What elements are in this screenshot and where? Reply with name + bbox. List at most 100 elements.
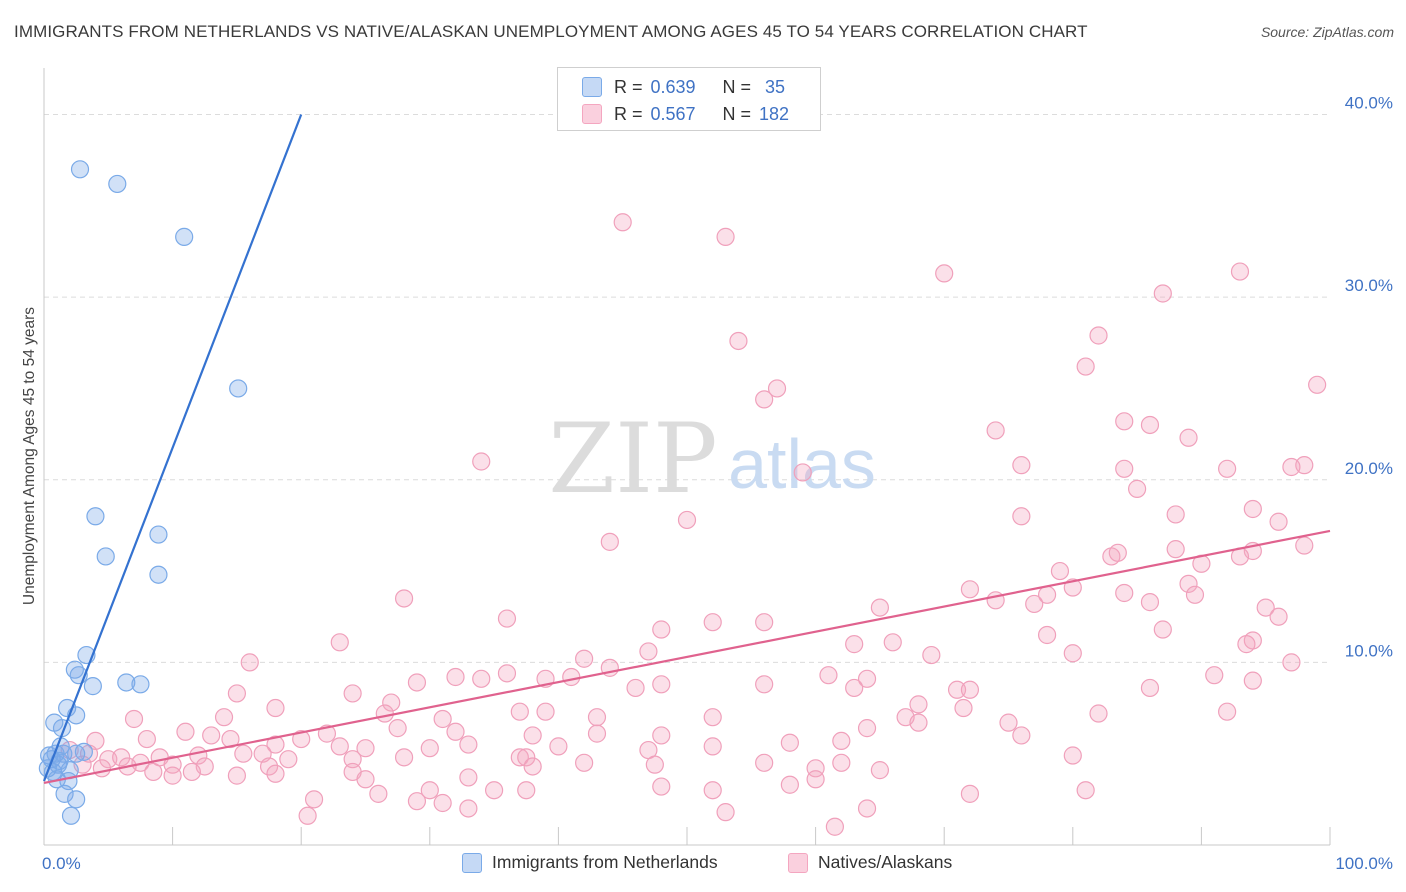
data-point-natives	[420, 739, 439, 758]
data-point-natives	[652, 777, 671, 796]
data-point-natives	[433, 709, 452, 729]
data-point-natives	[909, 695, 928, 714]
data-point-natives	[600, 532, 619, 551]
legend-r-label: R =	[614, 76, 643, 97]
data-point-natives	[510, 702, 529, 721]
legend-n-value: 182	[759, 103, 790, 124]
data-point-natives	[234, 744, 253, 763]
data-point-natives	[523, 726, 542, 745]
data-point-natives	[433, 793, 452, 813]
data-point-natives	[92, 759, 111, 778]
data-point-natives	[703, 781, 722, 800]
data-point-natives	[221, 729, 240, 749]
data-point-natives	[652, 675, 671, 694]
data-point-natives	[960, 784, 980, 803]
data-point-natives	[922, 645, 941, 665]
data-point-natives	[1218, 459, 1237, 478]
data-point-natives	[832, 731, 851, 751]
data-point-natives	[626, 678, 645, 698]
data-point-natives	[703, 737, 722, 756]
source-credit: Source: ZipAtlas.com	[1260, 24, 1394, 40]
legend-swatch-blue	[582, 77, 602, 97]
natives-alaskans-points	[60, 213, 1327, 836]
data-point-natives	[1243, 671, 1262, 690]
data-point-natives	[517, 781, 536, 800]
data-point-natives	[1140, 415, 1160, 435]
data-point-natives	[587, 708, 607, 727]
data-point-natives	[1127, 479, 1147, 498]
legend-label-natives: Natives/Alaskans	[818, 852, 953, 872]
data-point-natives	[497, 609, 517, 628]
data-point-natives	[214, 708, 234, 727]
data-point-netherlands	[117, 673, 136, 692]
data-point-natives	[639, 642, 658, 661]
data-point-natives	[1012, 507, 1031, 526]
data-point-natives	[330, 633, 349, 652]
data-point-natives	[870, 598, 890, 617]
data-point-natives	[497, 664, 517, 683]
data-point-natives	[1063, 644, 1082, 663]
legend-swatch-pink	[788, 852, 808, 873]
data-point-natives	[388, 719, 407, 738]
data-point-natives	[124, 709, 144, 729]
data-point-natives	[857, 669, 877, 688]
data-point-natives	[1205, 666, 1224, 685]
data-point-natives	[883, 633, 902, 652]
data-point-natives	[755, 675, 774, 694]
data-point-natives	[459, 799, 478, 818]
data-point-natives	[575, 753, 594, 772]
data-point-natives	[1050, 561, 1070, 581]
data-point-natives	[562, 667, 581, 687]
data-point-natives	[729, 331, 748, 351]
legend-item-netherlands: Immigrants from Netherlands	[462, 852, 718, 873]
data-point-netherlands	[61, 806, 81, 825]
data-point-netherlands	[96, 547, 115, 566]
data-point-natives	[1256, 598, 1275, 617]
data-point-natives	[652, 620, 671, 639]
data-point-natives	[909, 713, 928, 732]
data-point-natives	[1089, 326, 1108, 345]
data-point-natives	[825, 817, 844, 836]
data-point-natives	[1025, 594, 1044, 614]
data-point-natives	[1166, 540, 1185, 559]
chart-title: IMMIGRANTS FROM NETHERLANDS VS NATIVE/AL…	[14, 22, 1088, 41]
data-point-natives	[202, 726, 221, 745]
data-point-natives	[266, 698, 285, 718]
data-point-netherlands	[175, 227, 194, 246]
legend-swatch-pink	[582, 104, 602, 124]
data-point-natives	[266, 764, 285, 783]
data-point-netherlands	[86, 507, 105, 526]
data-point-natives	[446, 667, 465, 687]
data-point-natives	[780, 775, 799, 794]
data-point-natives	[375, 704, 394, 723]
data-point-natives	[999, 713, 1018, 732]
data-point-natives	[793, 463, 812, 482]
y-tick-label: 10.0%	[1345, 641, 1393, 660]
data-point-natives	[1076, 781, 1095, 800]
trend-lines	[42, 114, 1331, 784]
data-point-natives	[1153, 620, 1172, 639]
legend-item-natives: Natives/Alaskans	[788, 852, 952, 873]
data-point-natives	[1063, 746, 1082, 765]
y-tick-label: 20.0%	[1345, 459, 1393, 478]
data-point-natives	[1115, 459, 1134, 478]
data-point-natives	[343, 750, 362, 769]
axes	[43, 68, 1331, 846]
data-point-netherlands	[74, 742, 93, 761]
data-point-netherlands	[55, 784, 74, 803]
trend-line-natives	[43, 529, 1331, 784]
data-point-natives	[407, 673, 427, 692]
data-point-natives	[845, 635, 864, 654]
legend-r-value: 0.567	[650, 103, 696, 124]
watermark-zip: ZIP	[548, 403, 717, 515]
data-point-netherlands	[67, 790, 86, 809]
data-point-natives	[1012, 456, 1031, 475]
data-point-natives	[1179, 428, 1198, 447]
data-point-natives	[1282, 653, 1301, 672]
data-point-natives	[304, 790, 324, 809]
data-point-natives	[394, 589, 414, 608]
data-point-natives	[703, 613, 722, 632]
data-point-natives	[298, 806, 317, 825]
data-point-natives	[292, 729, 311, 749]
